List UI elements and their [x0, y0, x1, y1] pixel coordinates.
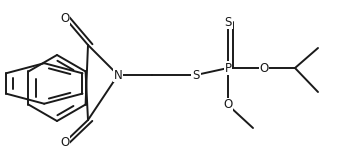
- Text: P: P: [224, 61, 232, 75]
- Text: S: S: [224, 15, 232, 29]
- Text: O: O: [61, 136, 70, 149]
- Text: O: O: [61, 12, 70, 24]
- Text: O: O: [223, 98, 233, 112]
- Text: S: S: [192, 68, 200, 81]
- Text: N: N: [114, 68, 122, 81]
- Text: O: O: [259, 61, 269, 75]
